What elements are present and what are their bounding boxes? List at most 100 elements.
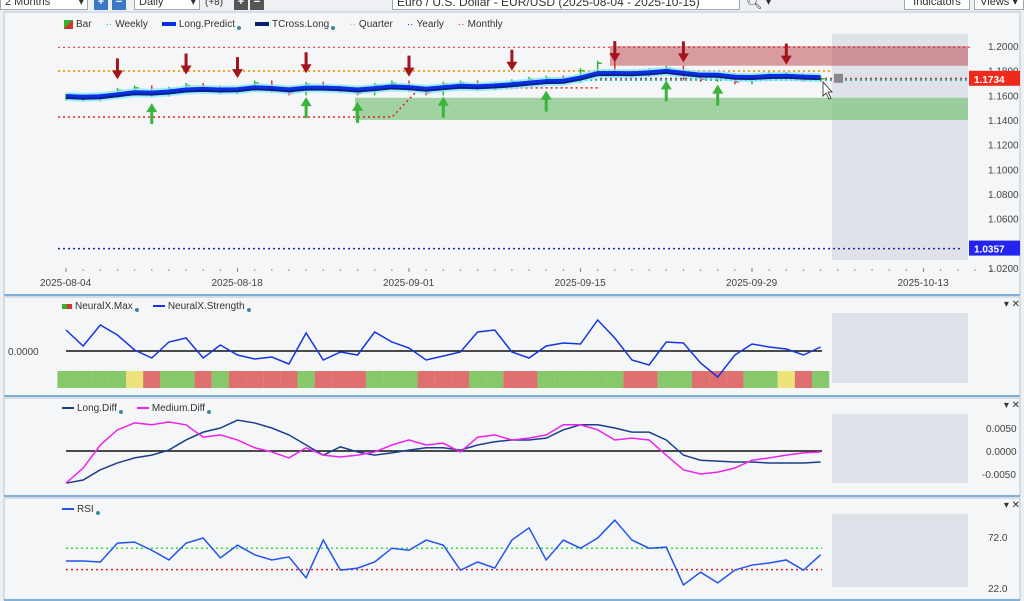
price-axis-tick: 1.1400 [988,116,1019,127]
day-tick [82,269,84,271]
yearly-price-badge [969,240,1020,256]
monthly-low-line [58,87,600,118]
day-tick [596,269,599,271]
day-tick [442,269,445,271]
future-area [832,514,968,587]
day-tick [339,269,342,271]
day-tick [253,269,256,271]
range-select[interactable]: 2 Months ▾ [0,0,88,10]
offset-plus-button[interactable]: + [234,0,248,10]
last-price-badge [969,70,1020,86]
neuralx-max-cell [520,371,538,388]
day-tick [150,269,153,271]
down-arrow-icon [111,58,123,80]
day-tick [614,269,616,271]
day-tick [493,269,496,271]
neuralx-max-cell [674,371,692,388]
day-tick [322,269,325,271]
day-tick [202,269,204,271]
legend-neuralx-max: NeuralX.Max [62,301,139,312]
price-legend: Bar ·· Weekly Long.Predict TCross.Long ··… [64,19,503,30]
legend-bar: Bar [64,19,92,30]
future-area [832,313,968,383]
down-arrow-icon [677,41,689,63]
offset-minus-button[interactable]: − [250,0,264,10]
date-axis-label: 2025-08-04 [40,278,92,289]
neuralx-max-cell [91,371,109,388]
day-tick [373,269,376,271]
down-arrow-icon [506,49,518,71]
up-arrow-icon [540,90,552,112]
neuralx-max-cell [812,371,830,388]
day-tick [545,269,547,271]
up-arrow-icon [352,101,364,123]
day-tick [528,269,530,271]
date-axis-label: 2025-08-18 [212,278,264,289]
legend-rsi: RSI [62,504,100,515]
search-dropdown-icon[interactable]: ▾ [766,0,772,8]
chevron-down-icon: ▾ [190,0,196,8]
day-tick [168,269,170,271]
day-tick [802,269,805,271]
price-axis-tick: 1.1200 [988,141,1019,152]
down-arrow-icon [232,57,243,79]
price-axis-tick: 1.1600 [988,91,1019,102]
neuralx-panel-controls[interactable]: ▾ ✕ [1003,299,1020,310]
day-tick [871,269,873,271]
date-axis-label: 2025-09-29 [726,278,778,289]
day-tick [511,269,513,271]
neuralx-max-cell [589,371,607,388]
legend-monthly: ·· Monthly [457,19,503,31]
day-tick [905,269,908,271]
day-tick [699,269,702,271]
day-tick [957,269,959,271]
day-tick [854,269,856,271]
up-arrow-icon [660,80,672,102]
day-tick [408,269,410,271]
rsi-legend: RSI [62,504,100,515]
neuralx-max-cell [503,371,521,388]
price-axis-tick: 1.1000 [988,165,1019,176]
rsi-panel-controls[interactable]: ▾ ✕ [1003,500,1020,511]
down-arrow-icon [180,53,192,75]
neuralx-max-cell [691,371,710,388]
neuralx-max-cell [143,371,161,388]
search-icon[interactable]: 🔍︎ [746,0,763,10]
yearly-price-label: 1.0357 [974,245,1005,256]
legend-long-predict: Long.Predict [161,19,241,31]
neuralx-max-cell [469,371,487,388]
zoom-in-button[interactable]: + [94,0,108,10]
legend-medium-diff: Medium.Diff [136,403,212,414]
interval-select[interactable]: Daily ▾ [134,0,200,10]
neuralx-legend: NeuralX.Max NeuralX.Strength [62,301,251,312]
down-arrow-icon [300,52,312,74]
diff-axis-tick: 0.0000 [986,447,1017,458]
neuralx-max-cell [623,371,641,388]
symbol-title[interactable]: Euro / U.S. Dollar - EUR/USD (2025-08-04… [392,0,740,10]
day-tick [65,269,67,271]
neuralx-max-cell [331,371,349,388]
neuralx-max-cell [177,371,195,388]
day-tick [888,269,890,271]
day-tick [939,269,942,271]
day-tick [219,269,222,271]
neuralx-max-cell [246,371,264,388]
day-tick [631,269,633,271]
mouse-cursor-icon [822,80,833,100]
day-tick [751,269,753,271]
day-tick [836,269,839,271]
price-axis-tick: 1.2000 [988,42,1019,53]
diff-panel-controls[interactable]: ▾ ✕ [1003,400,1020,411]
day-tick [819,269,822,271]
zoom-out-button[interactable]: − [112,0,126,10]
day-tick [99,269,102,271]
day-tick [116,269,119,271]
neuralx-max-cell [451,371,470,388]
neuralx-max-cell [160,371,178,388]
up-arrow-icon [300,97,312,119]
future-area [832,414,968,483]
day-tick [579,269,582,271]
day-tick [665,269,668,271]
up-arrow-icon [146,103,158,125]
